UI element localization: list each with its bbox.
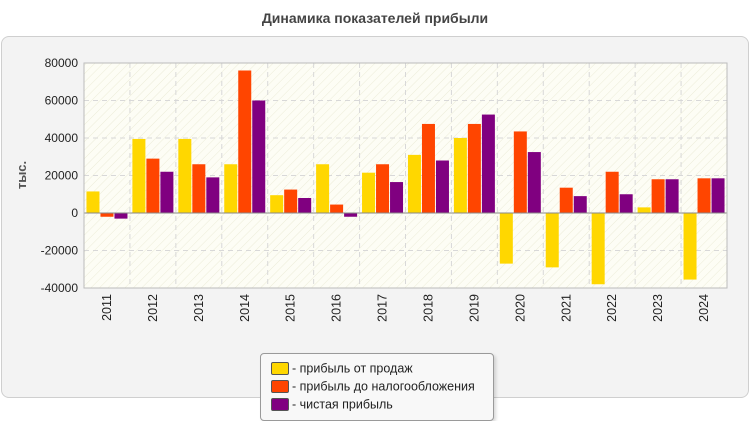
y-tick-label: -40000 [41, 281, 79, 295]
bar [206, 177, 220, 213]
bar [178, 138, 192, 213]
y-tick-label: 80000 [45, 56, 79, 70]
bar [697, 178, 711, 213]
bar [270, 195, 284, 213]
x-tick-label: 2017 [376, 294, 390, 322]
bars [86, 70, 725, 285]
x-tick-label: 2022 [605, 294, 619, 322]
bar [316, 164, 330, 213]
bar [619, 194, 633, 213]
bar [407, 154, 421, 213]
y-tick-label: 40000 [45, 131, 79, 145]
bar [362, 172, 376, 213]
x-tick-label: 2019 [467, 294, 481, 322]
legend: - прибыль от продаж - прибыль до налогоо… [260, 353, 494, 421]
x-tick-label: 2012 [146, 294, 160, 322]
bar [421, 123, 435, 213]
bar [591, 213, 605, 285]
bar [132, 138, 146, 213]
bar [711, 178, 725, 213]
bar [605, 171, 619, 213]
bar [390, 182, 404, 213]
legend-item: - прибыль до налогообложения [271, 379, 475, 395]
x-tick-label: 2016 [330, 294, 344, 322]
y-tick-label: -20000 [41, 244, 79, 258]
bar [573, 196, 587, 213]
legend-swatch [271, 398, 289, 412]
bar [545, 213, 559, 268]
bar [651, 179, 665, 213]
bar [527, 152, 541, 213]
bar [665, 179, 679, 213]
bar [453, 138, 467, 213]
legend-label: - прибыль от продаж [292, 361, 413, 376]
bar [330, 204, 344, 213]
legend-swatch [271, 380, 289, 394]
bar [114, 213, 128, 219]
bar [298, 198, 312, 213]
chart-panel: 80000 60000 40000 20000 0 -20000 -40000 2011 201… [1, 36, 749, 421]
y-tick-label: 0 [71, 206, 78, 220]
x-tick-label: 2023 [651, 294, 665, 322]
x-tick-label: 2015 [284, 294, 298, 322]
bar [435, 160, 449, 213]
x-tick-label: 2024 [697, 294, 711, 322]
x-tick-label: 2020 [513, 294, 527, 322]
plot-border [83, 62, 728, 289]
bar [86, 191, 100, 213]
bar [467, 123, 481, 213]
x-tick-label: 2021 [559, 294, 573, 322]
legend-label: - прибыль до налогообложения [292, 379, 475, 394]
axes: 80000 60000 40000 20000 0 -20000 -40000 2011 201… [41, 56, 728, 322]
bar [252, 100, 266, 213]
y-tick-label: 20000 [45, 169, 79, 183]
bar [238, 70, 252, 213]
bar [481, 114, 495, 213]
bar [559, 187, 573, 213]
y-tick-label: 60000 [45, 94, 79, 108]
bar [513, 131, 527, 213]
bar [284, 189, 298, 213]
chart-title: Динамика показателей прибыли [261, 10, 489, 26]
bar [499, 213, 513, 264]
y-axis-label: тыс. [14, 161, 29, 189]
legend-item: - чистая прибыль [271, 397, 393, 413]
bar [160, 171, 174, 213]
legend-item: - прибыль от продаж [271, 361, 413, 377]
x-tick-label: 2013 [192, 294, 206, 322]
legend-swatch [271, 362, 289, 376]
bar [100, 213, 114, 217]
bar [376, 164, 390, 213]
bar-chart: 80000 60000 40000 20000 0 -20000 -40000 2011 201… [14, 56, 728, 322]
x-tick-label: 2011 [100, 294, 114, 321]
bar [224, 164, 238, 213]
bar [637, 207, 651, 213]
x-tick-label: 2014 [238, 294, 252, 322]
bar [344, 213, 358, 217]
bar [146, 158, 160, 213]
bar [192, 164, 206, 213]
x-tick-label: 2018 [421, 294, 435, 322]
bar [683, 213, 697, 280]
